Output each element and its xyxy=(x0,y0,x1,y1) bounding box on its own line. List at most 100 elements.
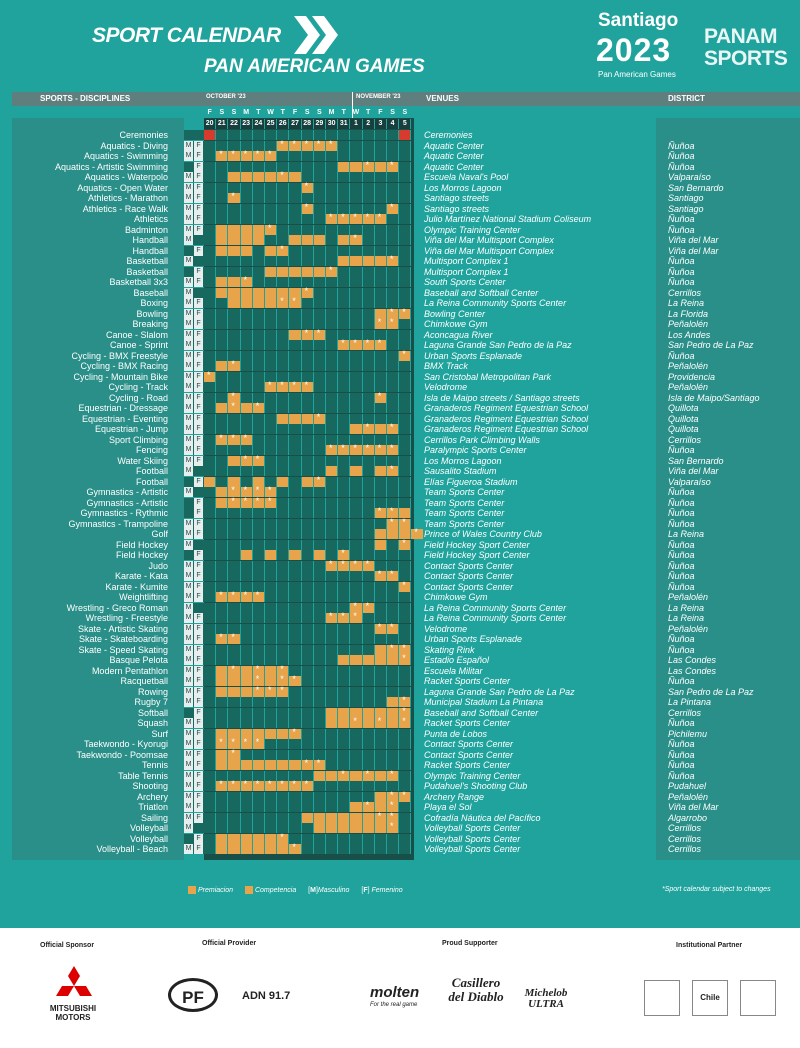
empty-day-cell xyxy=(252,445,265,455)
empty-day-cell xyxy=(387,728,400,739)
medal-day-cell xyxy=(399,653,412,665)
empty-day-cell xyxy=(362,697,375,707)
empty-day-cell xyxy=(240,361,253,371)
empty-day-cell xyxy=(240,445,253,455)
empty-day-cell xyxy=(216,140,229,151)
empty-day-cell xyxy=(362,508,375,518)
sport-name: Gymnastics - Trampoline xyxy=(68,518,168,529)
empty-day-cell xyxy=(289,529,302,539)
empty-day-cell xyxy=(338,361,351,371)
empty-day-cell xyxy=(301,487,314,497)
empty-day-cell xyxy=(240,812,253,823)
competition-day-cell xyxy=(301,476,314,487)
medal-day-cell xyxy=(338,212,351,224)
empty-day-cell xyxy=(350,539,363,550)
competition-day-cell xyxy=(362,707,375,718)
venue-name: Team Sports Center xyxy=(424,508,505,518)
empty-day-cell xyxy=(326,340,339,350)
empty-day-cell xyxy=(362,455,375,466)
empty-day-cell xyxy=(362,434,375,445)
empty-day-cell xyxy=(289,476,302,487)
competition-day-cell xyxy=(374,823,387,833)
official-sponsor-label: Official Sponsor xyxy=(40,942,95,949)
empty-day-cell xyxy=(399,403,412,413)
sport-name: Canoe - Sprint xyxy=(109,340,168,350)
empty-day-cell xyxy=(399,802,412,812)
district-name: La Reina xyxy=(668,613,705,623)
empty-day-cell xyxy=(387,592,400,602)
empty-day-cell xyxy=(326,277,339,287)
sports-column-bg xyxy=(12,118,184,860)
empty-day-cell xyxy=(350,140,363,151)
female-tag: F xyxy=(194,424,203,434)
empty-day-cell xyxy=(326,476,339,487)
gender-tags: M xyxy=(184,487,204,497)
empty-day-cell xyxy=(216,518,229,529)
empty-day-cell xyxy=(216,329,229,340)
female-tag: F xyxy=(194,844,203,854)
gender-tags: F xyxy=(184,245,204,256)
competition-day-cell xyxy=(374,791,387,802)
competition-day-cell xyxy=(240,665,253,676)
female-tag: F xyxy=(194,581,203,592)
competition-day-cell xyxy=(350,466,363,476)
empty-day-cell xyxy=(338,277,351,287)
venue-name: Granaderos Regiment Equestrian School xyxy=(424,403,589,413)
empty-day-cell xyxy=(277,256,290,266)
female-tag: F xyxy=(194,455,203,466)
empty-day-cell xyxy=(289,487,302,497)
empty-day-cell xyxy=(277,560,290,571)
venue-name: Julio Martínez National Stadium Coliseum xyxy=(424,214,592,224)
empty-day-cell xyxy=(289,182,302,193)
empty-day-cell xyxy=(326,634,339,644)
empty-day-cell xyxy=(399,277,412,287)
empty-day-cell xyxy=(240,613,253,623)
empty-day-cell xyxy=(313,592,326,602)
empty-day-cell xyxy=(313,739,326,749)
empty-day-cell xyxy=(399,844,412,854)
empty-day-cell xyxy=(350,592,363,602)
competition-day-cell xyxy=(265,665,278,676)
empty-day-cell xyxy=(399,623,412,634)
empty-day-cell xyxy=(362,319,375,329)
male-tag: M xyxy=(184,350,193,361)
male-tag: M xyxy=(184,277,193,287)
empty-day-cell xyxy=(277,707,290,718)
gender-tags: M xyxy=(184,235,204,245)
competition-day-cell xyxy=(350,802,363,812)
empty-day-cell xyxy=(350,308,363,319)
empty-day-cell xyxy=(301,518,314,529)
empty-day-cell xyxy=(362,791,375,802)
weekday-label: T xyxy=(363,108,375,118)
ceremony-day-cell xyxy=(399,130,412,140)
empty-day-cell xyxy=(277,130,290,140)
medal-day-cell xyxy=(216,590,229,602)
male-tag: M xyxy=(184,812,193,823)
empty-day-cell xyxy=(362,245,375,256)
empty-day-cell xyxy=(289,571,302,581)
empty-day-cell xyxy=(362,382,375,392)
competition-day-cell xyxy=(301,235,314,245)
medal-day-cell xyxy=(216,779,229,791)
empty-day-cell xyxy=(204,277,217,287)
venue-name: Isla de Maipo streets / Santiago streets xyxy=(424,392,580,403)
female-tag: F xyxy=(194,623,203,634)
empty-day-cell xyxy=(204,613,217,623)
empty-day-cell xyxy=(387,361,400,371)
empty-day-cell xyxy=(277,203,290,214)
empty-day-cell xyxy=(228,529,241,539)
empty-day-cell xyxy=(374,172,387,182)
competition-day-cell xyxy=(228,844,241,854)
empty-day-cell xyxy=(265,256,278,266)
medal-day-cell xyxy=(399,538,412,550)
empty-day-cell xyxy=(350,413,363,424)
medal-day-cell xyxy=(362,212,375,224)
empty-day-cell xyxy=(277,350,290,361)
mitsubishi-logo-icon xyxy=(56,966,92,996)
empty-day-cell xyxy=(301,340,314,350)
medal-day-cell xyxy=(350,559,363,571)
